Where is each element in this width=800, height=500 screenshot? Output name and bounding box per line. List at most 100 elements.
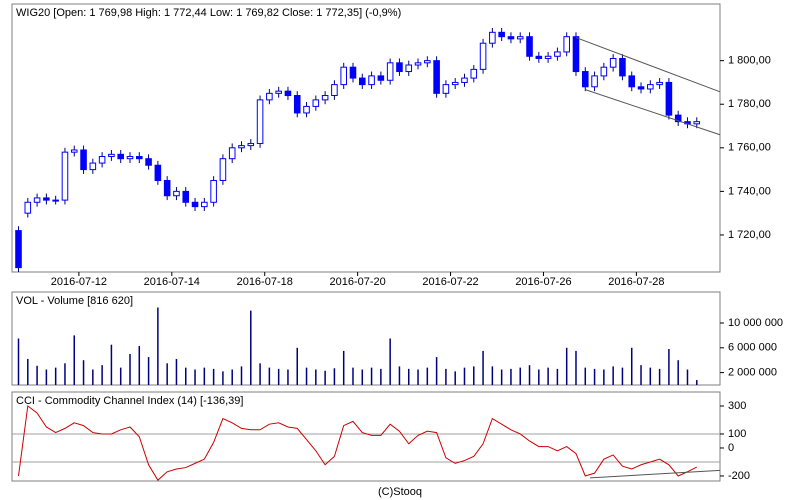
volume-bar (649, 367, 652, 385)
volume-bar (305, 367, 308, 385)
volume-bar (677, 360, 679, 385)
candle-body (572, 36, 580, 73)
volume-bar (510, 368, 512, 385)
volume-bar (73, 335, 76, 385)
volume-bar (612, 366, 614, 385)
volume-bar (565, 347, 568, 385)
volume-bar (268, 367, 271, 385)
x-tick-label: 2016-07-26 (515, 276, 571, 288)
volume-bar (17, 338, 20, 385)
volume-bar (593, 368, 596, 385)
candle-body (507, 36, 515, 40)
volume-bar (398, 366, 401, 385)
volume-bar (277, 368, 280, 385)
volume-bar (166, 363, 168, 385)
volume-bar (175, 358, 178, 385)
y-tick-label: 300 (728, 400, 746, 412)
candle-body (238, 145, 245, 149)
volume-bar (407, 368, 410, 385)
volume-bar (473, 366, 475, 385)
candle-body (451, 81, 459, 86)
candle-body (368, 75, 375, 86)
volume-bar (184, 367, 187, 385)
candle-body (674, 114, 682, 123)
volume-bar (575, 350, 577, 385)
trend-line (589, 469, 721, 479)
y-tick-label: -200 (728, 470, 750, 482)
volume-bar (454, 371, 456, 385)
candle-body (396, 62, 403, 73)
volume-bar (64, 363, 66, 385)
volume-bar (528, 365, 531, 385)
candle-body (637, 86, 645, 90)
candle-body (98, 156, 106, 164)
candle-body (256, 99, 264, 144)
panel-title: VOL - Volume [816 620] (16, 295, 133, 307)
candle-body (266, 92, 273, 101)
volume-bar (324, 370, 326, 385)
volume-bar (194, 369, 196, 385)
candle-body (340, 66, 347, 86)
volume-bar (119, 367, 122, 385)
volume-bar (668, 349, 670, 385)
panel (11, 3, 721, 273)
volume-bar (36, 365, 38, 385)
candle-body (312, 99, 320, 107)
panel (11, 391, 721, 482)
candle-body (693, 121, 701, 125)
candle-body (563, 36, 570, 53)
volume-bar (296, 347, 298, 385)
volume-bar (342, 350, 345, 385)
y-tick-label: 2 000 000 (728, 367, 777, 379)
volume-bar (129, 354, 131, 385)
volume-bar (259, 363, 261, 385)
candle-body (293, 95, 301, 114)
volume-bar (92, 369, 94, 385)
candle-body (470, 68, 478, 79)
volume-bar (222, 371, 224, 385)
candle-body (377, 75, 385, 81)
candle-body (516, 36, 524, 40)
volume-bar (315, 369, 317, 385)
volume-bar (686, 369, 689, 385)
volume-bar (203, 367, 206, 385)
footer: (C)Stooq (378, 486, 422, 498)
volume-bar (519, 367, 521, 385)
candle-body (163, 179, 171, 197)
candle-body (136, 156, 143, 160)
volume-bar (157, 307, 159, 385)
candle-body (61, 151, 69, 201)
volume-bar (361, 369, 364, 385)
candle-body (442, 84, 450, 94)
volume-bar (212, 368, 215, 385)
candle-body (15, 230, 22, 269)
candle-body (433, 60, 440, 94)
volume-bar (482, 350, 484, 385)
candle-body (461, 77, 468, 83)
candle-body (498, 31, 505, 38)
volume-bar (621, 367, 624, 385)
candle-body (145, 158, 152, 166)
volume-bar (426, 367, 429, 385)
volume-bar (333, 368, 336, 385)
trend-line (575, 37, 721, 93)
volume-bar (463, 367, 466, 385)
panel-title: WIG20 [Open: 1 769,98 High: 1 772,44 Low… (16, 7, 401, 19)
x-tick-label: 2016-07-12 (51, 276, 107, 288)
volume-bar (500, 369, 503, 385)
candle-body (247, 142, 255, 147)
candle-body (591, 75, 598, 88)
candle-body (191, 201, 199, 208)
volume-bar (603, 369, 605, 385)
candle-body (489, 31, 496, 44)
volume-bar (45, 369, 48, 385)
candle-body (619, 57, 626, 77)
candle-body (331, 84, 338, 97)
volume-bar (658, 368, 661, 385)
candle-body (228, 147, 236, 160)
candle-body (43, 197, 50, 201)
volume-bar (435, 357, 438, 385)
trend-line (585, 89, 721, 136)
y-tick-label: 1 720,00 (728, 229, 771, 241)
